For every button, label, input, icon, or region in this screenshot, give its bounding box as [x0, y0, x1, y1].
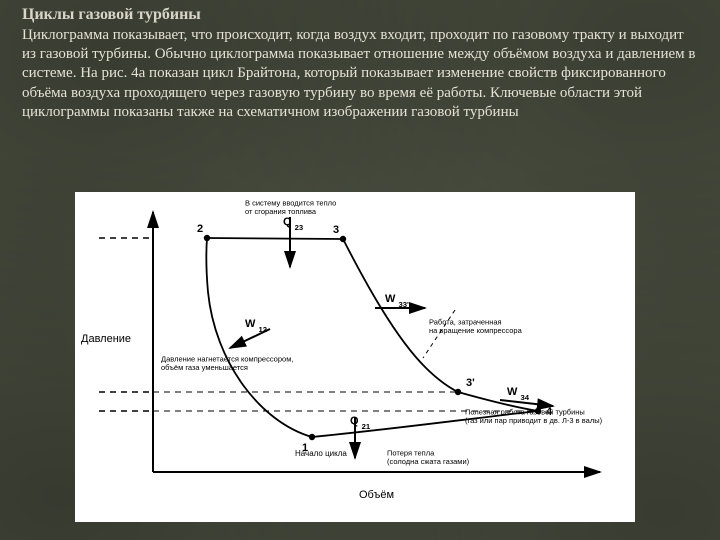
svg-text:3: 3 — [333, 224, 339, 236]
svg-text:Работа, затраченнаяна вращение: Работа, затраченнаяна вращение компрессо… — [429, 318, 523, 336]
brayton-cycle-diagram: ДавлениеОбъём1233'4Q 23Q 21W 12W 33'W 34… — [75, 192, 635, 522]
svg-text:Потеря тепла(солодна сжата газ: Потеря тепла(солодна сжата газами) — [387, 449, 470, 467]
svg-text:Полезная работа газовой турбин: Полезная работа газовой турбины(газ или … — [465, 408, 603, 426]
svg-text:Давление нагнетается компрессо: Давление нагнетается компрессором,объём … — [161, 355, 293, 373]
svg-text:3': 3' — [466, 377, 475, 389]
svg-text:Q 21: Q 21 — [350, 415, 371, 431]
page-title: Циклы газовой турбины — [22, 6, 201, 24]
svg-text:2: 2 — [197, 223, 203, 235]
svg-text:Давление: Давление — [81, 333, 131, 345]
svg-text:W 12: W 12 — [245, 318, 267, 334]
svg-text:W 34: W 34 — [507, 386, 530, 402]
svg-text:Начало цикла: Начало цикла — [295, 449, 347, 458]
svg-text:Объём: Объём — [359, 489, 394, 501]
svg-text:Q 23: Q 23 — [283, 216, 303, 232]
svg-text:W 33': W 33' — [385, 293, 409, 309]
intro-paragraph: Циклограмма показывает, что происходит, … — [22, 26, 700, 122]
svg-text:В систему вводится теплоот сго: В систему вводится теплоот сгорания топл… — [245, 199, 336, 217]
